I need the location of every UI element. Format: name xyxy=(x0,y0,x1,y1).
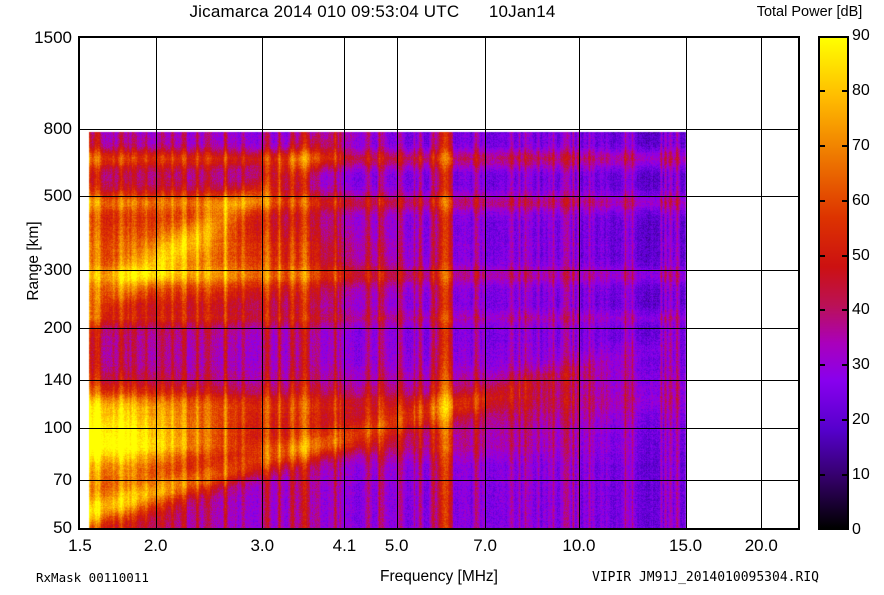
ionogram-plot-area[interactable] xyxy=(78,36,800,530)
y-tick-label: 500 xyxy=(43,186,72,206)
x-tick-label: 7.0 xyxy=(473,536,497,555)
footer-filename: VIPIR JM91J_2014010095304.RIQ xyxy=(592,570,819,585)
x-axis-title: Frequency [MHz] xyxy=(379,568,498,585)
colorbar-tick xyxy=(842,254,849,257)
x-tick-label: 15.0 xyxy=(669,536,703,555)
colorbar-tick xyxy=(842,309,849,312)
colorbar-tick xyxy=(842,89,849,92)
y-tick-label: 300 xyxy=(43,259,72,279)
x-tick-label: 20.0 xyxy=(744,536,778,555)
colorbar-tick-label: 90 xyxy=(852,27,870,44)
x-tick-label: 5.0 xyxy=(384,536,409,555)
y-axis-title: Range [km] xyxy=(25,221,42,301)
colorbar-tick xyxy=(818,89,825,92)
colorbar-tick xyxy=(842,199,849,202)
colorbar-title: Total Power [dB] xyxy=(756,4,863,20)
colorbar-tick xyxy=(818,254,825,257)
colorbar-tick-label: 60 xyxy=(852,191,870,209)
x-tick-label: 2.0 xyxy=(143,536,168,555)
colorbar-tick-label: 40 xyxy=(852,301,870,319)
x-tick-label: 4.1 xyxy=(332,536,357,555)
y-axis-tick-labels: 50 70 100 140 200 300 500 800 1500 xyxy=(0,28,72,537)
colorbar-tick-labels: 0 10 20 30 40 50 60 70 80 90 xyxy=(852,27,884,538)
colorbar-tick xyxy=(818,199,825,202)
x-axis-tick-labels: 1.5 2.0 3.0 4.1 5.0 7.0 10.0 15.0 20.0 xyxy=(68,536,800,560)
colorbar-tick xyxy=(818,474,825,477)
y-tick-label: 100 xyxy=(43,418,72,438)
colorbar-tick xyxy=(842,474,849,477)
x-tick-label: 10.0 xyxy=(562,536,596,555)
colorbar-ticks xyxy=(818,36,849,530)
y-tick-label: 200 xyxy=(43,318,72,338)
colorbar-tick-label: 0 xyxy=(852,521,861,538)
colorbar-tick xyxy=(818,419,825,422)
colorbar-tick xyxy=(818,364,825,367)
colorbar-tick-label: 30 xyxy=(852,356,870,374)
colorbar-tick-label: 20 xyxy=(852,411,870,429)
ionogram-heatmap-canvas xyxy=(80,38,798,528)
y-tick-label: 1500 xyxy=(34,28,72,47)
plot-gridlines xyxy=(80,38,798,528)
x-tick-label: 1.5 xyxy=(68,536,92,555)
colorbar-tick-label: 10 xyxy=(852,466,870,484)
colorbar-tick xyxy=(842,419,849,422)
colorbar-gradient xyxy=(820,38,847,528)
colorbar-tick xyxy=(842,364,849,367)
footer-rxmask: RxMask 00110011 xyxy=(36,570,149,585)
page-title: Jicamarca 2014 010 09:53:04 UTC 10Jan14 xyxy=(189,2,556,21)
colorbar-tick xyxy=(842,144,849,147)
colorbar-tick-label: 70 xyxy=(852,136,870,154)
y-tick-label: 50 xyxy=(53,518,72,537)
y-tick-label: 800 xyxy=(43,118,72,138)
y-tick-label: 70 xyxy=(53,469,72,489)
colorbar[interactable] xyxy=(818,36,849,530)
colorbar-tick xyxy=(818,309,825,312)
y-tick-label: 140 xyxy=(43,369,72,389)
colorbar-tick-label: 50 xyxy=(852,246,870,264)
x-tick-label: 3.0 xyxy=(250,536,275,555)
colorbar-tick-label: 80 xyxy=(852,81,870,99)
colorbar-tick xyxy=(818,144,825,147)
